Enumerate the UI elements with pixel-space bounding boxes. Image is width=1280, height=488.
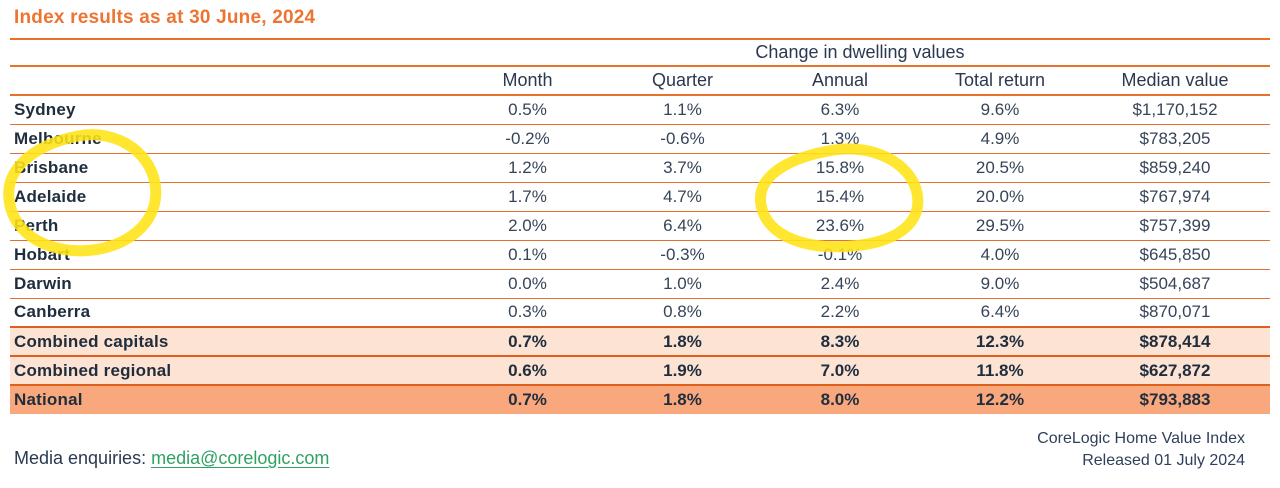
value-cell: $793,883 [1080, 384, 1270, 414]
value-cell: 12.2% [920, 384, 1080, 414]
value-cell: 1.0% [605, 269, 760, 299]
value-cell: 29.5% [920, 211, 1080, 241]
row-label: Adelaide [10, 182, 450, 212]
value-cell: 3.7% [605, 153, 760, 183]
value-cell: 1.7% [450, 182, 605, 212]
value-cell: 11.8% [920, 355, 1080, 386]
value-cell: -0.2% [450, 124, 605, 154]
value-cell: 0.8% [605, 298, 760, 328]
value-cell: 20.5% [920, 153, 1080, 183]
row-label: Combined regional [10, 355, 450, 386]
row-label: Sydney [10, 95, 450, 125]
row-label: Perth [10, 211, 450, 241]
value-cell: $767,974 [1080, 182, 1270, 212]
column-header-median-value: Median value [1080, 66, 1270, 96]
value-cell: 0.1% [450, 240, 605, 270]
value-cell: $645,850 [1080, 240, 1270, 270]
table-row: Combined capitals 0.7% 1.8% 8.3% 12.3% $878,4… [10, 326, 1270, 357]
column-header-annual: Annual [760, 66, 920, 96]
value-cell: $878,414 [1080, 326, 1270, 357]
value-cell: 6.3% [760, 95, 920, 125]
source-line-2: Released 01 July 2024 [1082, 452, 1245, 469]
value-cell: 12.3% [920, 326, 1080, 357]
table-body: Sydney 0.5% 1.1% 6.3% 9.6% $1,170,152 Melbourn… [10, 95, 1270, 414]
value-cell: 6.4% [920, 298, 1080, 328]
value-cell: 8.0% [760, 384, 920, 414]
source-note: CoreLogic Home Value Index Released 01 J… [1037, 428, 1245, 472]
row-label: Combined capitals [10, 326, 450, 357]
table-row: Adelaide 1.7% 4.7% 15.4% 20.0% $767,974 [10, 182, 1270, 212]
value-cell: 1.9% [605, 355, 760, 386]
value-cell: 0.7% [450, 326, 605, 357]
value-cell: $1,170,152 [1080, 95, 1270, 125]
column-header-quarter: Quarter [605, 66, 760, 96]
row-label: National [10, 384, 450, 414]
value-cell: 0.5% [450, 95, 605, 125]
row-label: Brisbane [10, 153, 450, 183]
value-cell: 4.7% [605, 182, 760, 212]
table-row: Canberra 0.3% 0.8% 2.2% 6.4% $870,071 [10, 298, 1270, 328]
value-cell: 7.0% [760, 355, 920, 386]
empty-corner-cell [10, 39, 450, 67]
table-row: Sydney 0.5% 1.1% 6.3% 9.6% $1,170,152 [10, 95, 1270, 125]
table-row: Darwin 0.0% 1.0% 2.4% 9.0% $504,687 [10, 269, 1270, 299]
table-row: National 0.7% 1.8% 8.0% 12.2% $793,883 [10, 384, 1270, 414]
empty-label-header-cell [10, 66, 450, 96]
row-label: Darwin [10, 269, 450, 299]
value-cell: 0.3% [450, 298, 605, 328]
row-label: Canberra [10, 298, 450, 328]
value-cell: $783,205 [1080, 124, 1270, 154]
row-label: Melbourne [10, 124, 450, 154]
table-header: Change in dwelling values Month Quarter An… [10, 39, 1270, 96]
value-cell: 0.7% [450, 384, 605, 414]
value-cell: $504,687 [1080, 269, 1270, 299]
value-cell: $627,872 [1080, 355, 1270, 386]
value-cell: 2.4% [760, 269, 920, 299]
value-cell: 6.4% [605, 211, 760, 241]
value-cell: 9.6% [920, 95, 1080, 125]
value-cell: 1.3% [760, 124, 920, 154]
media-enquiries-label: Media enquiries: [14, 448, 152, 468]
value-cell: 0.6% [450, 355, 605, 386]
value-cell: 15.4% [760, 182, 920, 212]
table-row: Brisbane 1.2% 3.7% 15.8% 20.5% $859,240 [10, 153, 1270, 183]
media-email-link[interactable]: media@corelogic.com [151, 448, 330, 468]
value-cell: 1.8% [605, 326, 760, 357]
page-title: Index results as at 30 June, 2024 [14, 7, 316, 28]
value-cell: 1.2% [450, 153, 605, 183]
value-cell: 20.0% [920, 182, 1080, 212]
value-cell: 4.0% [920, 240, 1080, 270]
column-header-month: Month [450, 66, 605, 96]
value-cell: 2.2% [760, 298, 920, 328]
media-enquiries: Media enquiries: media@corelogic.com [14, 448, 329, 469]
value-cell: 4.9% [920, 124, 1080, 154]
table-row: Hobart 0.1% -0.3% -0.1% 4.0% $645,850 [10, 240, 1270, 270]
value-cell: $870,071 [1080, 298, 1270, 328]
group-header: Change in dwelling values [450, 39, 1270, 67]
value-cell: 9.0% [920, 269, 1080, 299]
value-cell: $757,399 [1080, 211, 1270, 241]
value-cell: 1.1% [605, 95, 760, 125]
value-cell: $859,240 [1080, 153, 1270, 183]
index-results-table: Change in dwelling values Month Quarter An… [10, 38, 1270, 414]
value-cell: 2.0% [450, 211, 605, 241]
value-cell: 1.8% [605, 384, 760, 414]
row-label: Hobart [10, 240, 450, 270]
value-cell: -0.6% [605, 124, 760, 154]
table-row: Combined regional 0.6% 1.9% 7.0% 11.8% $627,8… [10, 355, 1270, 386]
value-cell: 15.8% [760, 153, 920, 183]
column-header-total-return: Total return [920, 66, 1080, 96]
value-cell: -0.3% [605, 240, 760, 270]
group-header-row: Change in dwelling values [10, 39, 1270, 67]
value-cell: 0.0% [450, 269, 605, 299]
source-line-1: CoreLogic Home Value Index [1037, 430, 1245, 447]
table-row: Melbourne -0.2% -0.6% 1.3% 4.9% $783,205 [10, 124, 1270, 154]
value-cell: -0.1% [760, 240, 920, 270]
value-cell: 23.6% [760, 211, 920, 241]
column-header-row: Month Quarter Annual Total return Median val… [10, 66, 1270, 96]
table-row: Perth 2.0% 6.4% 23.6% 29.5% $757,399 [10, 211, 1270, 241]
value-cell: 8.3% [760, 326, 920, 357]
